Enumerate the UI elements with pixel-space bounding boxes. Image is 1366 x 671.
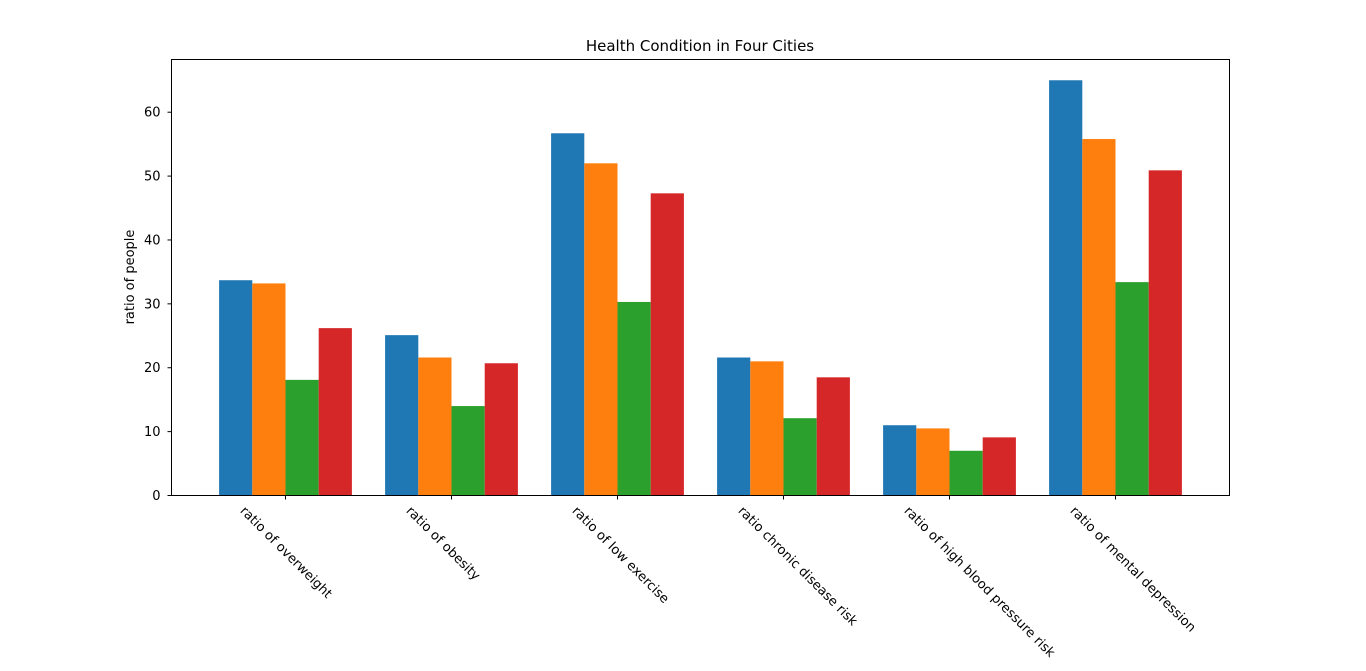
bar-series-1-4	[883, 425, 917, 496]
bar-series-3-0	[285, 379, 319, 496]
y-tick-label: 10	[144, 425, 161, 440]
bar-series-3-1	[451, 406, 485, 496]
bar-series-2-2	[584, 163, 618, 496]
bar-series-4-4	[982, 437, 1016, 496]
chart-title: Health Condition in Four Cities	[586, 37, 814, 55]
bar-series-4-0	[318, 328, 352, 496]
x-tick-label: ratio of low exercise	[569, 504, 672, 607]
x-tick-label: ratio of obesity	[403, 504, 483, 584]
bar-series-4-2	[650, 193, 684, 496]
x-tick-label: ratio of mental depression	[1067, 504, 1199, 636]
x-tick-label: ratio chronic disease risk	[735, 504, 861, 630]
bar-series-1-3	[717, 357, 751, 496]
y-tick-label: 0	[152, 489, 160, 504]
y-tick-label: 60	[144, 106, 161, 121]
y-tick-label: 30	[144, 297, 161, 312]
bar-series-3-2	[617, 301, 651, 496]
bar-series-3-3	[783, 418, 817, 496]
x-tick-label: ratio of high blood pressure risk	[901, 504, 1058, 661]
bar-series-4-1	[484, 363, 518, 496]
bar-series-1-1	[385, 335, 419, 496]
bar-series-4-5	[1148, 170, 1182, 496]
y-axis: 0 10 20 30 40 50 60	[144, 106, 172, 504]
bar-series-2-5	[1082, 139, 1116, 496]
bar-series-1-2	[551, 133, 585, 496]
bar-series-2-3	[750, 361, 784, 496]
x-axis: ratio of overweight ratio of obesity ratio…	[237, 495, 1199, 661]
bar-series-1-0	[219, 280, 253, 496]
bar-series-4-3	[816, 377, 850, 496]
bars-layer	[219, 80, 1182, 496]
y-axis-label: ratio of people	[123, 230, 138, 325]
y-tick-label: 20	[144, 361, 161, 376]
bar-series-2-4	[916, 428, 950, 496]
bar-series-2-0	[252, 283, 286, 496]
bar-series-3-4	[949, 450, 983, 496]
plot-frame	[171, 59, 1230, 496]
bar-series-2-1	[418, 357, 452, 496]
bar-series-3-5	[1115, 282, 1149, 496]
y-tick-label: 50	[144, 170, 161, 185]
y-tick-label: 40	[144, 233, 161, 248]
x-tick-label: ratio of overweight	[237, 504, 335, 602]
bar-series-1-5	[1049, 80, 1083, 496]
